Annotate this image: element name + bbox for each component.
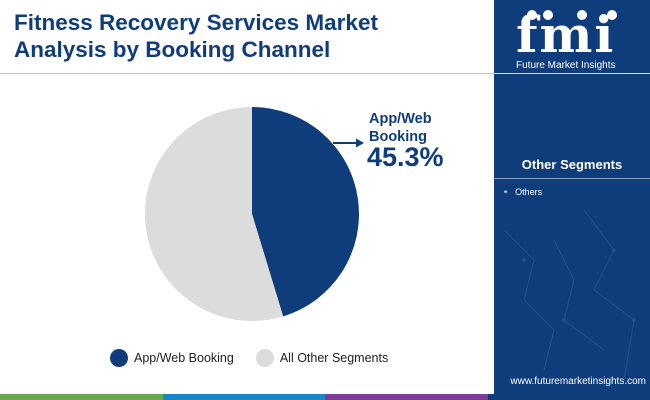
logo-mark: fmi: [516, 5, 616, 64]
segments-divider: [494, 178, 650, 179]
title-line-2: Analysis by Booking Channel: [14, 37, 331, 62]
legend-swatch-app-web: [110, 349, 128, 367]
legend-item-app-web: App/Web Booking: [110, 349, 234, 367]
callout-label: App/Web Booking: [369, 110, 479, 146]
segments-list: Others: [504, 187, 542, 197]
legend-swatch-other: [255, 349, 274, 367]
segments-title: Other Segments: [521, 157, 623, 172]
bottom-bar-blue: [162, 394, 325, 400]
sidebar-divider: [494, 73, 650, 74]
callout-arrow: [333, 138, 364, 148]
pie-chart: [144, 107, 364, 321]
logo-icons: [527, 10, 617, 20]
bottom-color-bar: [0, 394, 650, 400]
legend-label-other: All Other Segments: [279, 351, 389, 365]
pie-slice-app-web-booking: [252, 107, 359, 317]
segment-item: Others: [504, 187, 542, 197]
website-link[interactable]: www.futuremarketinsights.com: [510, 376, 646, 387]
title-line-1: Fitness Recovery Services Market: [14, 10, 378, 35]
bottom-bar-purple: [325, 394, 488, 400]
chart-title: Fitness Recovery Services Market Analysi…: [14, 9, 484, 63]
pie-slice-all-other-segments: [144, 107, 284, 321]
title-divider: [0, 73, 494, 74]
bottom-bar-green: [0, 394, 163, 400]
bottom-bar-navy: [487, 394, 650, 400]
callout-value: 45.3%: [367, 142, 444, 172]
legend-item-other: All Other Segments: [255, 349, 389, 367]
legend-label-app-web: App/Web Booking: [134, 351, 234, 365]
sidebar: fmi Future Market Insights Other Segment…: [494, 0, 650, 394]
callout-label-line-2: Booking: [369, 129, 427, 145]
sidebar-texture: [503, 209, 636, 381]
logo-text: Future Market Insights: [516, 60, 616, 71]
callout-label-line-1: App/Web: [369, 111, 432, 127]
legend: App/Web Booking All Other Segments: [110, 347, 410, 369]
